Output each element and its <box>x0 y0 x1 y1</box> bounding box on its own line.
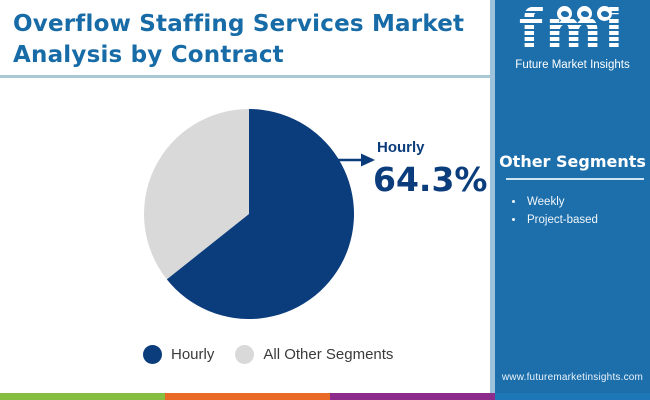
logo-name: Future Market Insights <box>515 59 630 71</box>
page-title-line2: Analysis by Contract <box>13 42 284 68</box>
other-segments-underline <box>506 178 644 180</box>
legend-swatch-hourly <box>143 345 162 364</box>
footer-strip-green <box>0 393 165 400</box>
list-item-weekly: Weekly <box>525 196 598 210</box>
chart-legend: Hourly All Other Segments <box>143 345 393 364</box>
compass-glyph <box>580 10 589 17</box>
footer-strip-blue <box>495 393 650 400</box>
footer-strips <box>0 393 650 400</box>
callout-value: 64.3% <box>373 160 488 199</box>
map-icon <box>557 6 572 21</box>
other-segments-list: Weekly Project-based <box>525 196 598 231</box>
legend-label-hourly: Hourly <box>171 346 215 363</box>
globe-glyph <box>600 10 609 17</box>
pie-slice-all-other-segments <box>144 109 249 280</box>
brand-sidebar: fmi Future Market Insights Other Segment… <box>490 0 650 400</box>
fmi-logo: fmi Future Market Insights <box>495 0 650 86</box>
callout-arrow-head-icon <box>361 153 375 167</box>
pie-chart <box>144 109 375 319</box>
globe-icon <box>597 6 612 21</box>
page-title-line1: Overflow Staffing Services Market <box>13 11 465 37</box>
other-segments-heading: Other Segments <box>499 152 646 171</box>
website-link[interactable]: www.futuremarketinsights.com <box>501 372 644 383</box>
pie-slice-hourly <box>166 109 355 319</box>
map-glyph <box>560 10 569 17</box>
callout-label: Hourly <box>377 139 425 156</box>
legend-item-hourly: Hourly <box>143 345 214 364</box>
page-title: Overflow Staffing Services Market Analys… <box>13 9 483 71</box>
footer-strip-purple <box>330 393 495 400</box>
header-divider <box>0 75 490 78</box>
logo-icons <box>557 6 612 21</box>
legend-label-all-other-segments: All Other Segments <box>263 346 394 363</box>
list-item-project-based: Project-based <box>525 214 598 228</box>
legend-item-all-other-segments: All Other Segments <box>235 345 393 364</box>
legend-swatch-all-other-segments <box>235 345 255 364</box>
footer-strip-orange <box>165 393 330 400</box>
compass-icon <box>577 6 592 21</box>
